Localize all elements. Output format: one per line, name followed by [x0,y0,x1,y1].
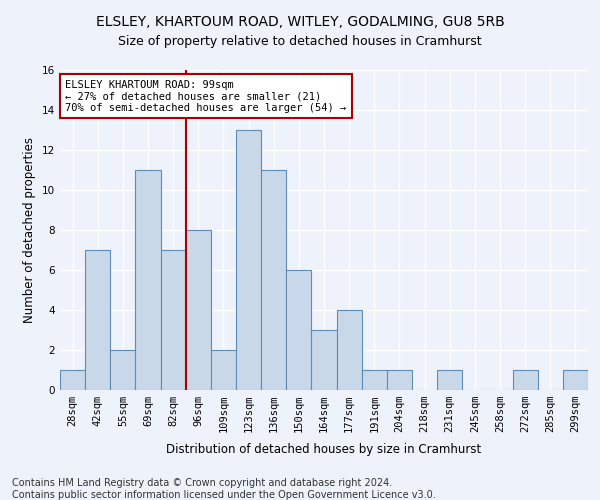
Bar [387,370,412,390]
Bar [337,310,362,390]
Bar [186,230,211,390]
Bar [563,370,588,390]
Bar [311,330,337,390]
Bar [261,170,286,390]
Bar [161,250,186,390]
Text: ELSLEY, KHARTOUM ROAD, WITLEY, GODALMING, GU8 5RB: ELSLEY, KHARTOUM ROAD, WITLEY, GODALMING… [95,15,505,29]
Bar [211,350,236,390]
Text: Contains HM Land Registry data © Crown copyright and database right 2024.
Contai: Contains HM Land Registry data © Crown c… [12,478,436,500]
Bar [437,370,462,390]
Bar [236,130,261,390]
Y-axis label: Number of detached properties: Number of detached properties [23,137,37,323]
Bar [110,350,136,390]
Bar [362,370,387,390]
Bar [136,170,161,390]
Text: Size of property relative to detached houses in Cramhurst: Size of property relative to detached ho… [118,35,482,48]
Bar [85,250,110,390]
Bar [60,370,85,390]
Text: Distribution of detached houses by size in Cramhurst: Distribution of detached houses by size … [166,442,482,456]
Bar [512,370,538,390]
Text: ELSLEY KHARTOUM ROAD: 99sqm
← 27% of detached houses are smaller (21)
70% of sem: ELSLEY KHARTOUM ROAD: 99sqm ← 27% of det… [65,80,347,113]
Bar [286,270,311,390]
